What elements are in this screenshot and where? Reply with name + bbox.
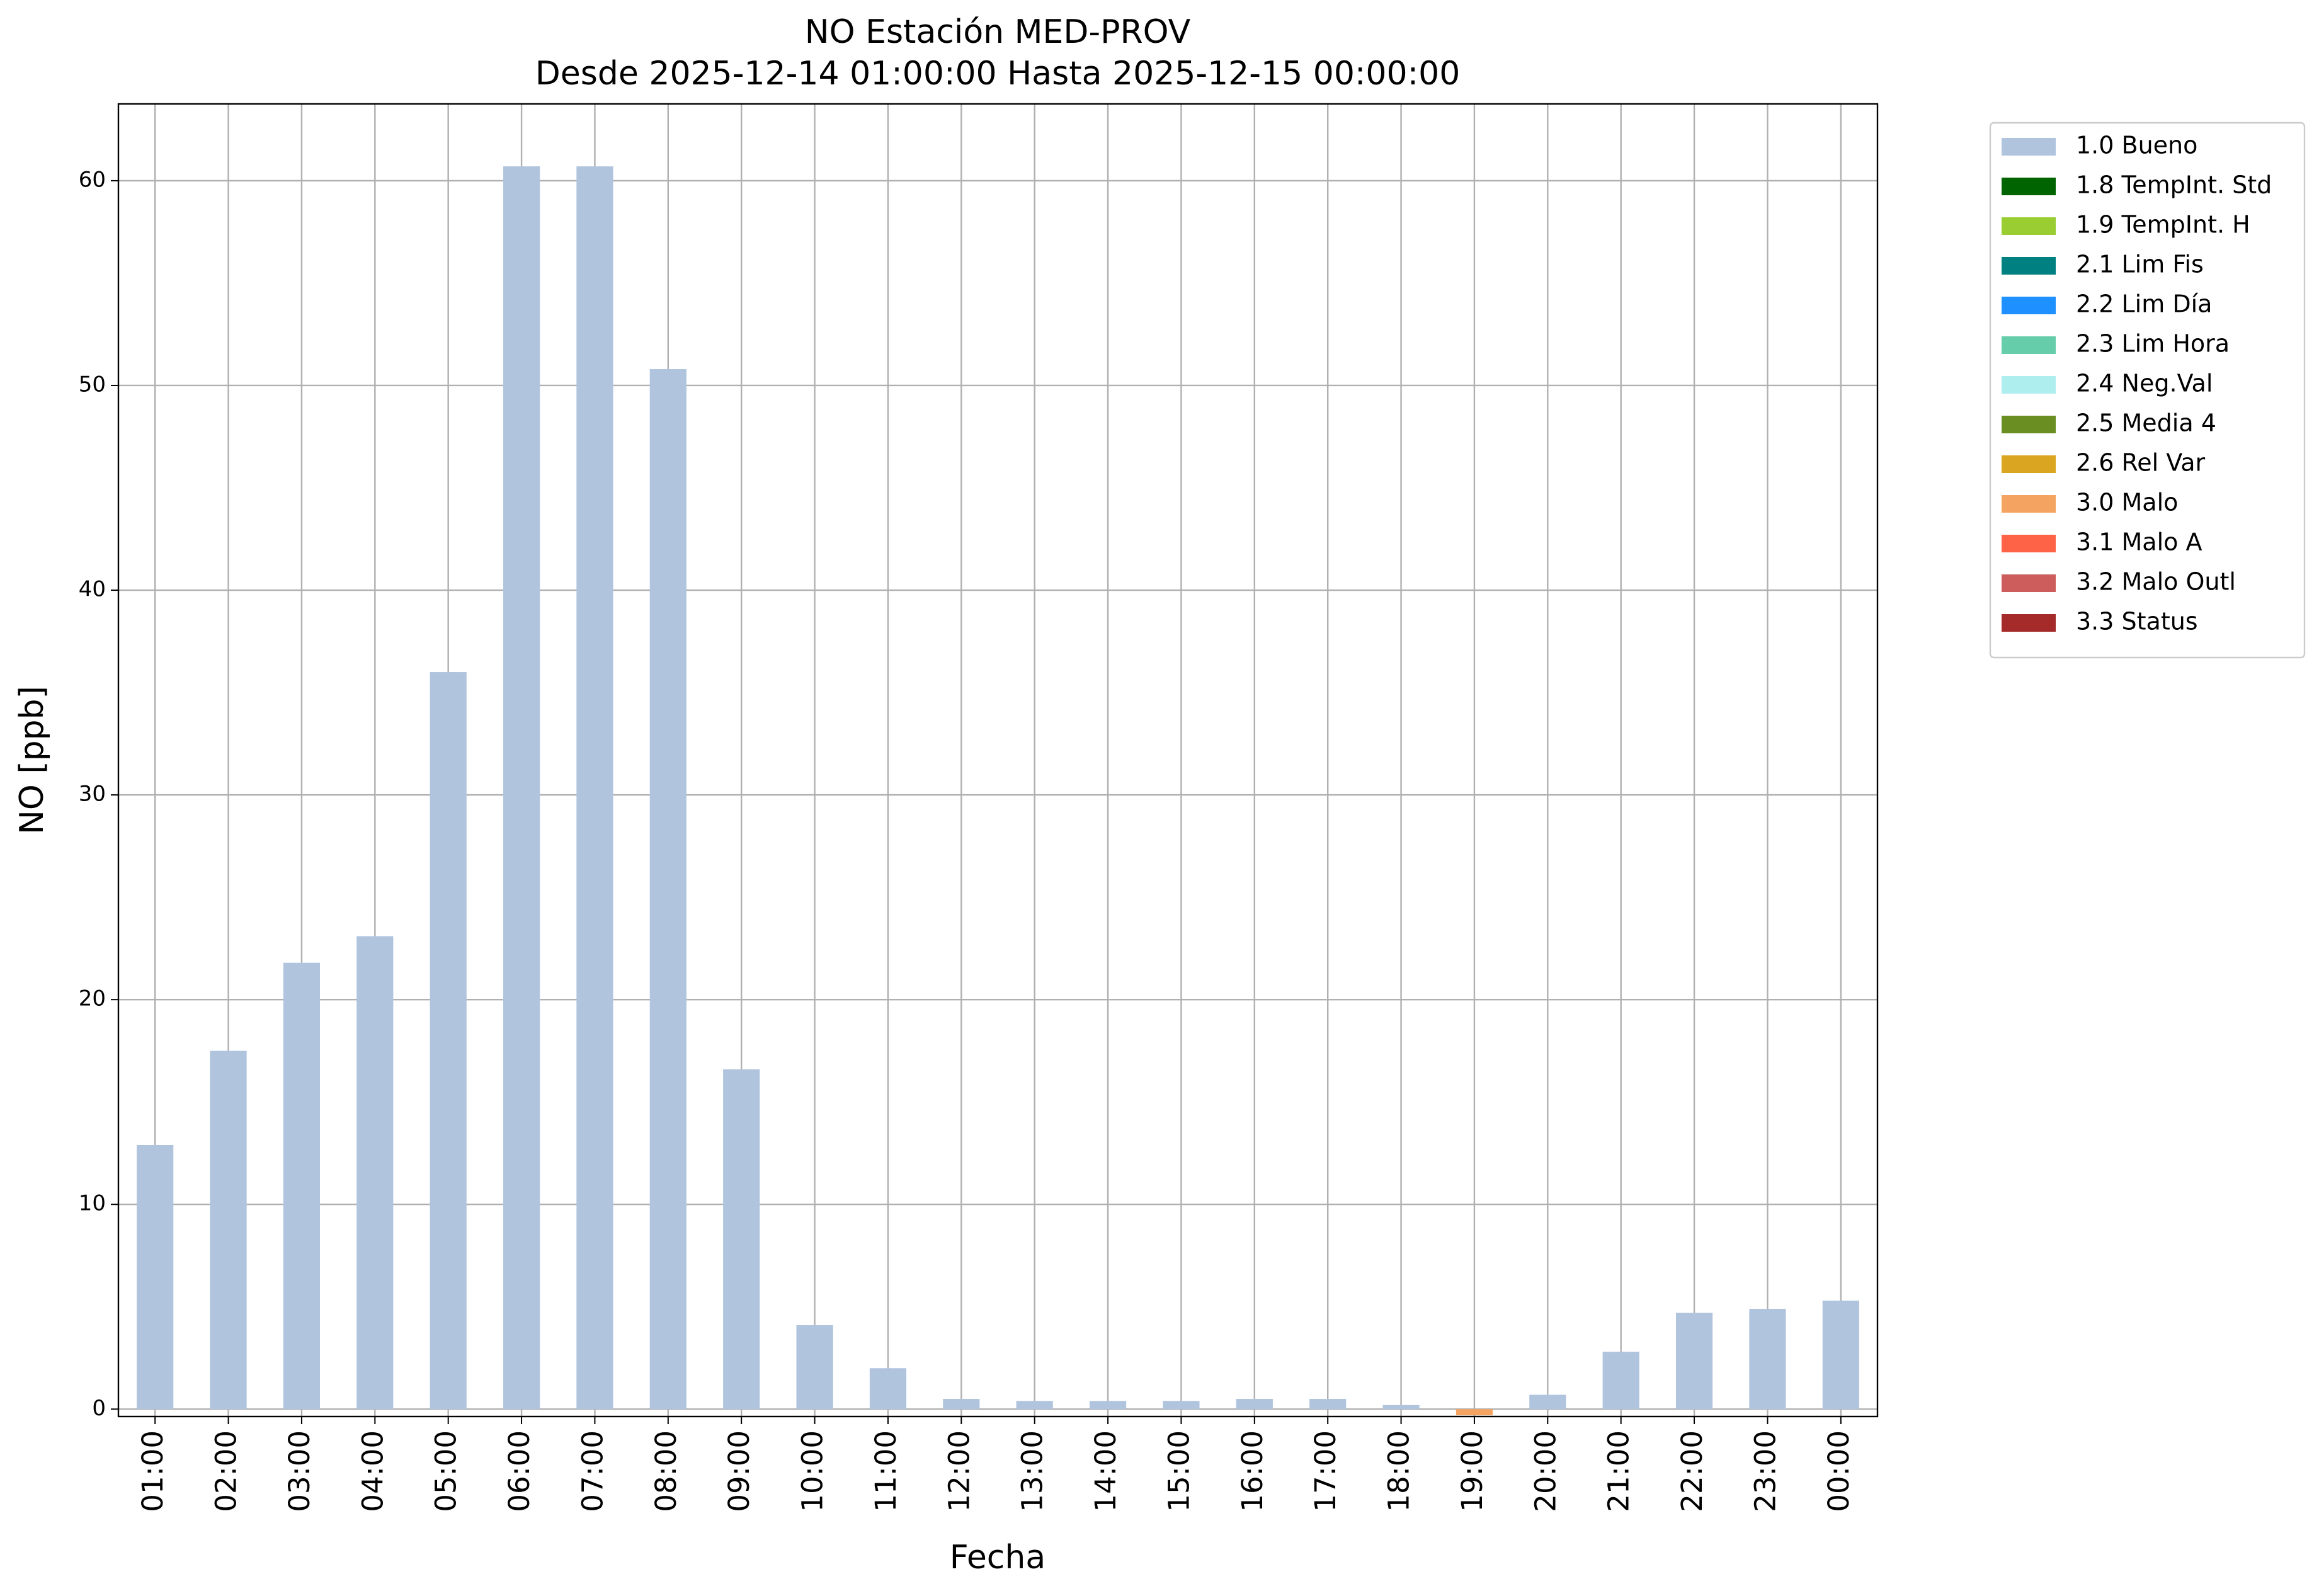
legend-label: 1.9 TempInt. H bbox=[2076, 211, 2250, 239]
x-tick-label: 14:00 bbox=[1089, 1430, 1122, 1512]
x-tick-label: 17:00 bbox=[1309, 1430, 1342, 1512]
legend-label: 2.3 Lim Hora bbox=[2076, 330, 2230, 358]
x-tick-label: 09:00 bbox=[722, 1430, 756, 1512]
bar bbox=[869, 1368, 907, 1410]
y-tick-label: 40 bbox=[79, 577, 106, 602]
legend-swatch bbox=[2002, 455, 2056, 473]
legend-label: 1.8 TempInt. Std bbox=[2076, 171, 2272, 199]
legend-swatch bbox=[2002, 217, 2056, 235]
x-tick-label: 21:00 bbox=[1602, 1430, 1636, 1512]
legend-swatch bbox=[2002, 574, 2056, 592]
x-tick-label: 16:00 bbox=[1236, 1430, 1269, 1512]
x-tick-label: 00:00 bbox=[1822, 1430, 1855, 1512]
x-tick-label: 07:00 bbox=[576, 1430, 609, 1512]
bar bbox=[503, 166, 540, 1410]
x-tick-label: 22:00 bbox=[1675, 1430, 1709, 1512]
legend-swatch bbox=[2002, 336, 2056, 354]
bar bbox=[356, 936, 394, 1410]
legend-label: 2.6 Rel Var bbox=[2076, 449, 2206, 477]
bar bbox=[1016, 1401, 1053, 1410]
bar bbox=[1309, 1399, 1347, 1410]
y-tick-label: 30 bbox=[79, 782, 106, 807]
legend-swatch bbox=[2002, 376, 2056, 394]
bar bbox=[943, 1399, 980, 1410]
bar bbox=[210, 1051, 247, 1410]
x-tick-label: 02:00 bbox=[210, 1430, 243, 1512]
bar bbox=[1456, 1409, 1493, 1416]
legend-swatch bbox=[2002, 257, 2056, 275]
bar bbox=[1236, 1399, 1273, 1410]
legend-label: 2.4 Neg.Val bbox=[2076, 370, 2213, 397]
x-tick-label: 04:00 bbox=[356, 1430, 389, 1512]
legend-label: 2.1 Lim Fis bbox=[2076, 251, 2204, 278]
legend-swatch bbox=[2002, 178, 2056, 195]
chart-title: NO Estación MED-PROV bbox=[805, 13, 1191, 51]
legend-label: 3.3 Status bbox=[2076, 608, 2198, 636]
legend-swatch bbox=[2002, 535, 2056, 552]
legend-label: 1.0 Bueno bbox=[2076, 132, 2197, 159]
plot-frame bbox=[117, 103, 1879, 1418]
x-tick-label: 06:00 bbox=[503, 1430, 536, 1512]
legend-swatch bbox=[2002, 495, 2056, 513]
bar bbox=[576, 166, 613, 1410]
y-tick-label: 50 bbox=[79, 372, 106, 397]
bar bbox=[1529, 1394, 1566, 1410]
legend-label: 2.5 Media 4 bbox=[2076, 409, 2216, 437]
x-tick-label: 01:00 bbox=[136, 1430, 169, 1512]
legend-label: 3.1 Malo A bbox=[2076, 528, 2202, 556]
y-tick-label: 10 bbox=[79, 1191, 106, 1216]
y-axis-label: NO [ppb] bbox=[13, 686, 51, 835]
x-tick-label: 08:00 bbox=[649, 1430, 683, 1512]
legend-swatch bbox=[2002, 614, 2056, 632]
x-tick-label: 23:00 bbox=[1748, 1430, 1782, 1512]
legend-swatch bbox=[2002, 416, 2056, 433]
x-tick-label: 05:00 bbox=[430, 1430, 463, 1512]
x-tick-label: 10:00 bbox=[796, 1430, 829, 1512]
x-tick-label: 20:00 bbox=[1529, 1430, 1562, 1512]
bar bbox=[796, 1325, 833, 1410]
legend-label: 3.2 Malo Outl bbox=[2076, 568, 2236, 596]
x-tick-label: 12:00 bbox=[942, 1430, 976, 1512]
bar bbox=[1382, 1405, 1420, 1410]
bar bbox=[649, 368, 687, 1410]
x-tick-label: 13:00 bbox=[1016, 1430, 1049, 1512]
chart-subtitle: Desde 2025-12-14 01:00:00 Hasta 2025-12-… bbox=[535, 55, 1461, 93]
bar bbox=[430, 672, 467, 1410]
x-tick-label: 19:00 bbox=[1456, 1430, 1489, 1512]
y-tick-label: 0 bbox=[92, 1396, 106, 1421]
legend-swatch bbox=[2002, 297, 2056, 314]
x-tick-label: 18:00 bbox=[1382, 1430, 1416, 1512]
bar bbox=[1749, 1309, 1786, 1410]
y-tick-label: 20 bbox=[79, 986, 106, 1012]
y-tick-label: 60 bbox=[79, 167, 106, 192]
x-tick-label: 15:00 bbox=[1162, 1430, 1195, 1512]
bar bbox=[1602, 1352, 1639, 1410]
legend-label: 3.0 Malo bbox=[2076, 489, 2178, 516]
x-tick-label: 03:00 bbox=[283, 1430, 316, 1512]
bar bbox=[137, 1144, 174, 1410]
bar bbox=[1163, 1401, 1200, 1410]
legend-swatch bbox=[2002, 138, 2056, 156]
bar bbox=[1089, 1401, 1127, 1410]
bar bbox=[723, 1069, 760, 1410]
bar bbox=[1822, 1301, 1859, 1410]
legend-label: 2.2 Lim Día bbox=[2076, 290, 2212, 318]
x-axis-label: Fecha bbox=[950, 1539, 1046, 1576]
bar bbox=[1675, 1313, 1713, 1410]
x-tick-label: 11:00 bbox=[869, 1430, 903, 1512]
bar bbox=[283, 962, 321, 1410]
legend-box bbox=[1989, 122, 2306, 659]
